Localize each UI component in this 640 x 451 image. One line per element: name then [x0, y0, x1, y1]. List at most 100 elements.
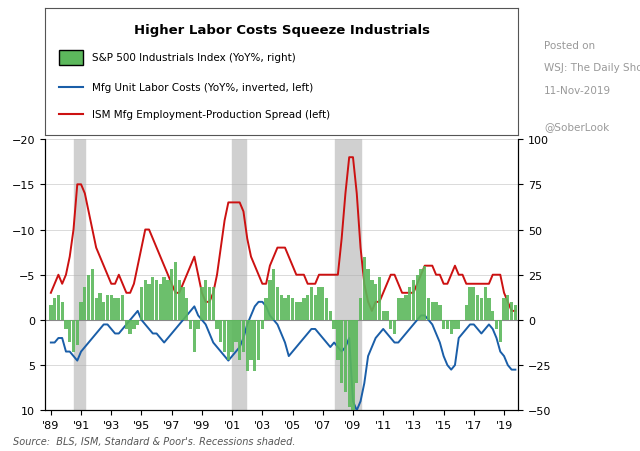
Bar: [415, 275, 419, 320]
Bar: [367, 270, 370, 320]
Bar: [404, 295, 408, 320]
Bar: [125, 320, 128, 329]
Bar: [242, 320, 245, 353]
Text: S&P 500 Industrials Index (YoY%, right): S&P 500 Industrials Index (YoY%, right): [92, 53, 296, 63]
Bar: [61, 302, 64, 320]
Text: Posted on: Posted on: [544, 41, 595, 51]
Bar: [234, 320, 237, 342]
Bar: [381, 311, 385, 320]
Bar: [204, 281, 207, 320]
Bar: [419, 270, 422, 320]
Bar: [408, 288, 412, 320]
Bar: [310, 288, 313, 320]
Bar: [389, 320, 392, 329]
Bar: [359, 299, 362, 320]
Bar: [427, 299, 430, 320]
Text: WSJ: The Daily Shot: WSJ: The Daily Shot: [544, 63, 640, 73]
Bar: [68, 320, 72, 342]
Bar: [260, 320, 264, 329]
Bar: [385, 311, 388, 320]
Bar: [163, 277, 166, 320]
Bar: [302, 299, 305, 320]
Bar: [445, 320, 449, 329]
Bar: [472, 288, 476, 320]
FancyBboxPatch shape: [59, 51, 83, 66]
Bar: [438, 306, 442, 320]
Bar: [246, 320, 249, 371]
Bar: [227, 320, 230, 360]
Bar: [189, 320, 192, 329]
Bar: [317, 288, 321, 320]
Bar: [121, 295, 124, 320]
Bar: [143, 281, 147, 320]
Bar: [212, 288, 215, 320]
Bar: [95, 299, 98, 320]
Bar: [272, 270, 275, 320]
Bar: [329, 311, 332, 320]
Bar: [499, 320, 502, 342]
Text: Higher Labor Costs Squeeze Industrials: Higher Labor Costs Squeeze Industrials: [134, 24, 429, 37]
Bar: [102, 302, 106, 320]
Bar: [64, 320, 68, 329]
Bar: [468, 288, 472, 320]
Bar: [336, 320, 340, 360]
Bar: [344, 320, 347, 392]
Text: ISM Mfg Employment-Production Spread (left): ISM Mfg Employment-Production Spread (le…: [92, 110, 330, 120]
Bar: [284, 299, 287, 320]
Bar: [193, 320, 196, 353]
Bar: [159, 284, 162, 320]
Bar: [491, 311, 494, 320]
Bar: [348, 320, 351, 407]
Bar: [215, 320, 219, 329]
Bar: [250, 320, 253, 360]
Text: Mfg Unit Labor Costs (YoY%, inverted, left): Mfg Unit Labor Costs (YoY%, inverted, le…: [92, 83, 314, 92]
Bar: [495, 320, 498, 329]
Bar: [253, 320, 257, 371]
Bar: [340, 320, 343, 383]
Bar: [401, 299, 404, 320]
Bar: [181, 288, 185, 320]
Bar: [174, 262, 177, 320]
Bar: [87, 275, 90, 320]
Bar: [298, 302, 302, 320]
Bar: [487, 299, 491, 320]
Bar: [287, 295, 291, 320]
Bar: [374, 284, 378, 320]
Bar: [442, 320, 445, 329]
Bar: [230, 320, 234, 353]
Bar: [325, 299, 328, 320]
Bar: [476, 295, 479, 320]
Bar: [268, 281, 271, 320]
Bar: [257, 320, 260, 360]
Bar: [83, 288, 86, 320]
Bar: [91, 270, 94, 320]
Bar: [291, 299, 294, 320]
Bar: [510, 302, 513, 320]
Bar: [264, 299, 268, 320]
Bar: [378, 277, 381, 320]
Text: Source:  BLS, ISM, Standard & Poor's. Recessions shaded.: Source: BLS, ISM, Standard & Poor's. Rec…: [13, 437, 295, 446]
Bar: [321, 288, 324, 320]
Text: 11-Nov-2019: 11-Nov-2019: [544, 86, 611, 96]
Bar: [435, 302, 438, 320]
Bar: [393, 320, 396, 335]
Bar: [49, 306, 52, 320]
Bar: [57, 295, 60, 320]
Bar: [457, 320, 460, 329]
Bar: [177, 281, 181, 320]
Bar: [147, 284, 150, 320]
Bar: [113, 299, 116, 320]
Bar: [514, 306, 517, 320]
Bar: [53, 299, 56, 320]
Bar: [136, 320, 140, 326]
Bar: [306, 295, 309, 320]
Bar: [99, 293, 102, 320]
Bar: [74, 140, 85, 410]
Bar: [314, 295, 317, 320]
Bar: [196, 320, 200, 329]
Bar: [140, 288, 143, 320]
Bar: [185, 299, 188, 320]
Bar: [465, 306, 468, 320]
Bar: [480, 299, 483, 320]
Bar: [170, 270, 173, 320]
